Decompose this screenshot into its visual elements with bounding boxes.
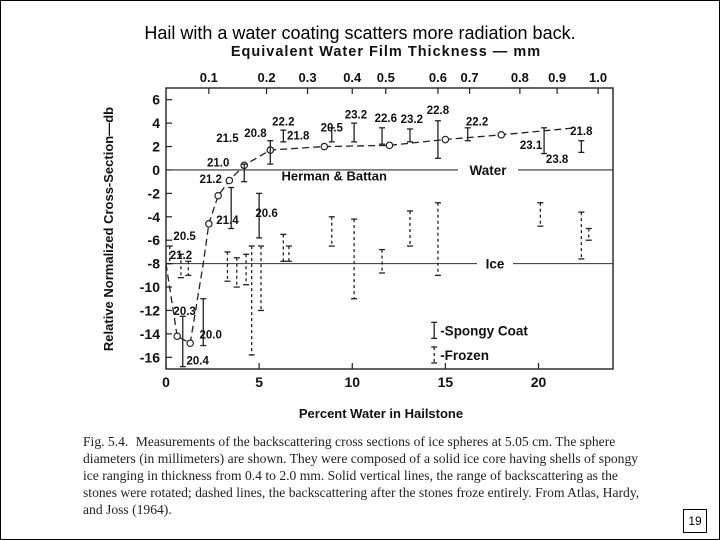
y-tick-label: 0 [152, 162, 160, 178]
curve-point [225, 176, 234, 185]
legend-label: -Frozen [440, 348, 489, 363]
diameter-label: 21.5 [216, 133, 239, 145]
plot-frame [165, 87, 614, 370]
top-tick-label: 0.8 [511, 70, 529, 85]
top-tick-label: 1.0 [589, 70, 607, 85]
top-tick-label: 0.6 [429, 70, 447, 85]
y-tick-label: 6 [152, 92, 160, 108]
y-tick-label: -10 [140, 279, 160, 295]
slide-title: Hail with a water coating scatters more … [144, 23, 576, 43]
curve-point [173, 332, 181, 341]
top-tick-label: 0.4 [343, 70, 362, 85]
diameter-label: 22.2 [466, 116, 488, 128]
top-axis-label: Equivalent Water Film Thickness — mm [231, 44, 541, 60]
top-tick-label: 0.2 [258, 70, 276, 85]
curve-point [385, 141, 394, 150]
y-tick-label: 2 [152, 139, 160, 155]
reference-line-label: Water [469, 163, 507, 178]
curve-point [214, 191, 222, 200]
diameter-label: 21.8 [570, 126, 593, 138]
curve-point [441, 135, 450, 144]
y-tick-label: -16 [140, 349, 160, 365]
diameter-label: 21.2 [200, 174, 222, 186]
top-tick-label: 0.3 [299, 70, 317, 85]
page-number: 19 [683, 509, 707, 533]
legend-label: -Spongy Coat [440, 323, 528, 338]
herman-battan-curve [165, 127, 576, 345]
diameter-label: 20.0 [200, 330, 222, 342]
x-tick-label: 10 [344, 374, 360, 390]
top-tick-label: 0.5 [377, 70, 395, 85]
diameter-label: 21.4 [216, 215, 239, 227]
diameter-label: 21.8 [287, 131, 310, 143]
curve-point [186, 339, 195, 348]
x-tick-label: 20 [531, 374, 547, 390]
figure-caption: Fig. 5.4. Measurements of the backscatte… [83, 433, 643, 518]
diameter-label: 23.1 [520, 140, 543, 152]
y-tick-label: -2 [148, 185, 161, 201]
diameter-label: 23.8 [546, 154, 569, 166]
x-tick-label: 15 [438, 374, 454, 390]
diameter-label: 20.5 [173, 231, 196, 243]
curve-label: Herman & Battan [281, 168, 387, 183]
reference-line-label: Ice [486, 257, 505, 272]
diameter-label: 20.4 [186, 355, 209, 367]
curve-point [320, 142, 329, 151]
x-tick-label: 5 [255, 374, 263, 390]
caption-lead: Fig. 5.4. [83, 434, 129, 449]
diameter-label: 21.2 [170, 250, 192, 262]
y-tick-label: 4 [152, 115, 160, 131]
y-tick-label: -8 [148, 256, 161, 272]
top-tick-label: 0.1 [200, 70, 218, 85]
diameter-label: 22.6 [375, 113, 397, 125]
diameter-label: 20.8 [244, 128, 267, 140]
curve-point [497, 131, 506, 139]
y-tick-label: -6 [148, 232, 161, 248]
y-tick-label: -12 [140, 302, 160, 318]
diameter-label: 23.2 [345, 109, 367, 121]
x-tick-label: 0 [162, 374, 170, 390]
x-axis-label: Percent Water in Hailstone [299, 406, 463, 421]
diameter-label: 22.8 [427, 105, 450, 117]
top-tick-label: 0.9 [548, 70, 566, 85]
y-tick-label: -4 [148, 209, 161, 225]
diameter-label: 23.2 [401, 114, 423, 126]
diameter-label: 20.5 [321, 122, 344, 134]
diameter-label: 22.2 [272, 116, 294, 128]
top-tick-label: 0.7 [461, 70, 479, 85]
diameter-label: 20.6 [255, 208, 277, 220]
caption-text: Measurements of the backscattering cross… [83, 434, 640, 517]
y-axis-label: Relative Normalized Cross-Section—db [101, 107, 116, 351]
y-tick-label: -14 [140, 326, 160, 342]
diameter-label: 20.3 [173, 306, 195, 318]
curve-point [205, 220, 213, 228]
diameter-label: 21.0 [207, 157, 229, 169]
backscatter-chart: Equivalent Water Film Thickness — mm Per… [101, 44, 614, 421]
